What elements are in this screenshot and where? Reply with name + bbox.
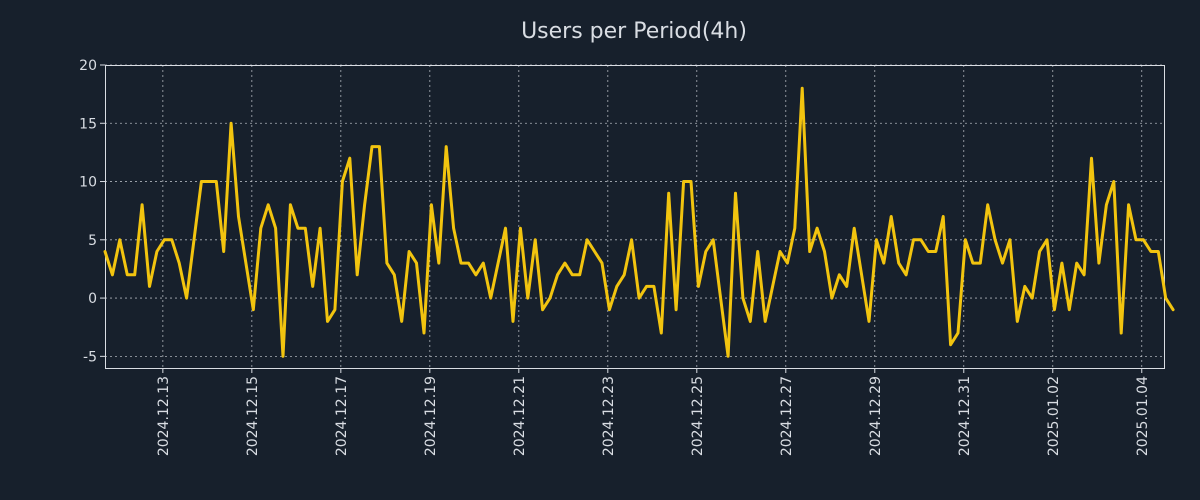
- y-tick-label: 15: [79, 116, 97, 132]
- x-tick-label: 2024.12.17: [334, 376, 350, 456]
- series-line-users: [103, 86, 1175, 358]
- y-tick-label: 10: [79, 175, 97, 191]
- x-tick-label: 2025.01.02: [1046, 376, 1062, 456]
- x-tick-label: 2024.12.27: [779, 376, 795, 456]
- plot-area-frame: [105, 65, 1165, 369]
- x-tick-label: 2024.12.15: [245, 376, 261, 456]
- x-axis: 2024.12.13 2024.12.15 2024.12.17 2024.12.19…: [156, 368, 1151, 456]
- y-tick-label: -5: [83, 349, 97, 365]
- y-axis: -5 0 5 10 15 20: [79, 58, 105, 365]
- x-tick-label: 2024.12.25: [690, 376, 706, 456]
- x-tick-label: 2024.12.19: [423, 376, 439, 456]
- y-tick-label: 5: [88, 233, 97, 249]
- y-tick-label: 20: [79, 58, 97, 74]
- x-tick-label: 2024.12.23: [601, 376, 617, 456]
- x-tick-label: 2024.12.29: [868, 376, 884, 456]
- x-tick-label: 2024.12.31: [957, 376, 973, 456]
- plot-series: [103, 86, 1175, 358]
- y-tick-label: 0: [88, 291, 97, 307]
- x-tick-label: 2025.01.04: [1135, 376, 1151, 456]
- x-tick-label: 2024.12.21: [512, 376, 528, 456]
- chart-title: Users per Period(4h): [521, 19, 747, 44]
- x-tick-label: 2024.12.13: [156, 376, 172, 456]
